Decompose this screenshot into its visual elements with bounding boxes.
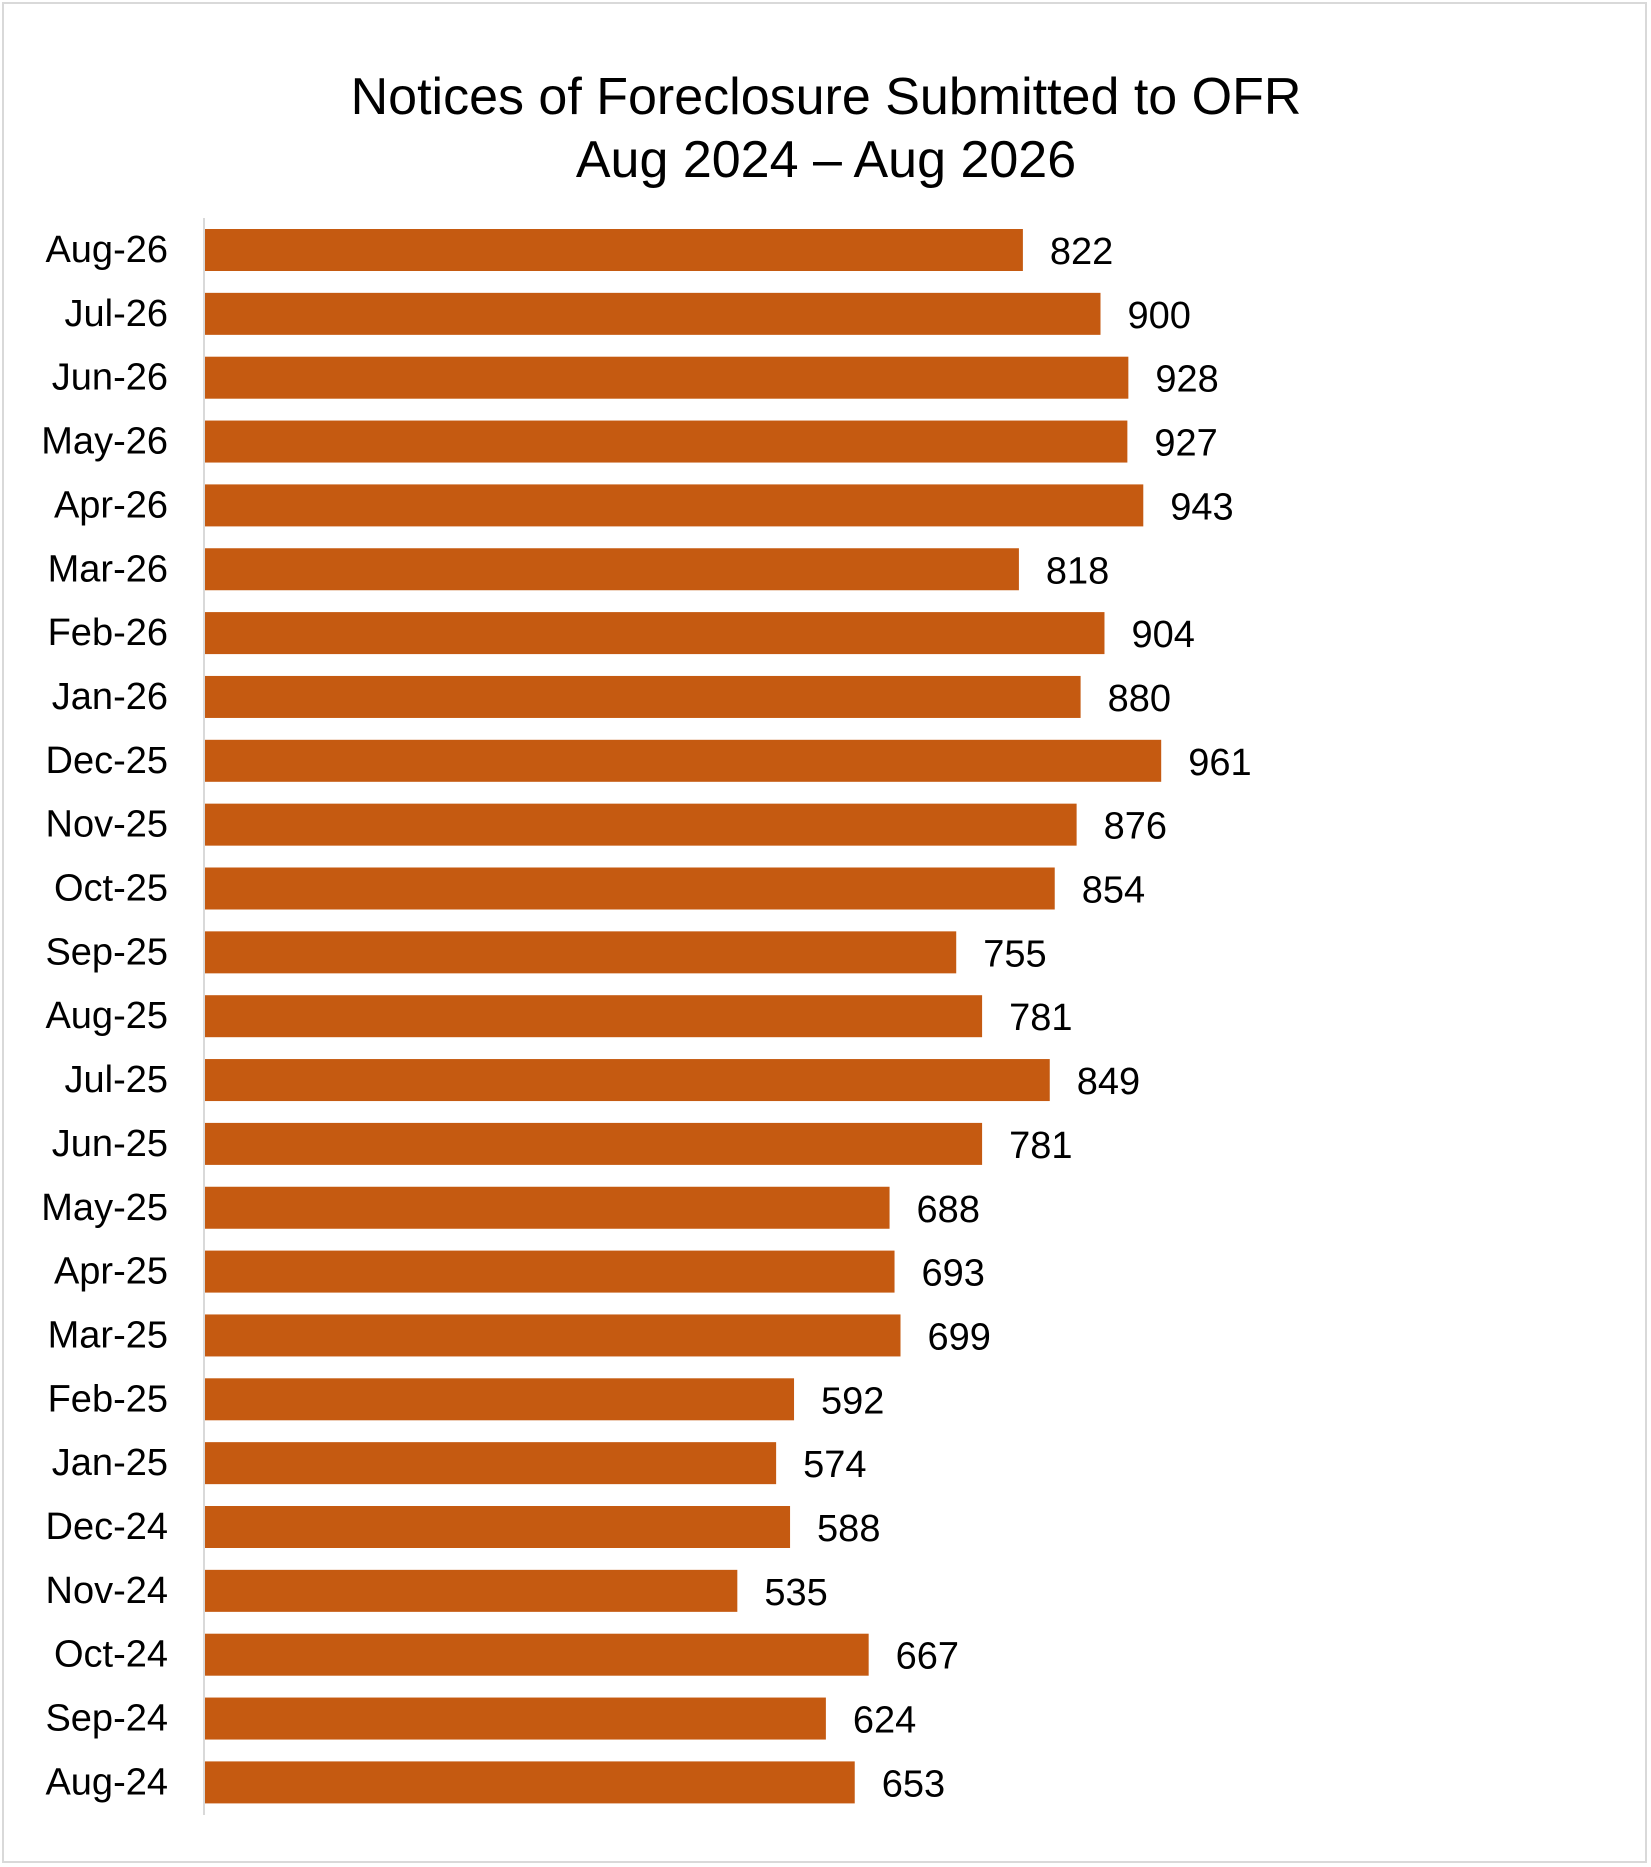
data-label-jul-26: 900: [1128, 295, 1191, 337]
data-label-aug-25: 781: [1009, 997, 1072, 1039]
data-label-feb-25: 592: [821, 1380, 884, 1422]
bars-layer: [205, 229, 1162, 1804]
data-label-nov-24: 535: [764, 1572, 827, 1614]
data-labels: 822 900 928 927 943 818 904 880 961 876 854 755 7818…: [764, 231, 1251, 1805]
data-label-may-26: 927: [1154, 423, 1217, 465]
category-label-mar-25: Mar-25: [48, 1314, 168, 1356]
data-label-sep-25: 755: [983, 933, 1046, 975]
category-label-jan-25: Jan-25: [52, 1442, 168, 1484]
bar-jan-25: [205, 1442, 777, 1485]
data-label-aug-24: 653: [882, 1763, 945, 1805]
data-label-dec-25: 961: [1188, 742, 1251, 784]
category-label-nov-24: Nov-24: [46, 1570, 169, 1612]
category-label-sep-24: Sep-24: [45, 1698, 168, 1740]
data-label-jul-25: 849: [1077, 1061, 1140, 1103]
data-label-may-25: 688: [917, 1189, 980, 1231]
category-label-oct-25: Oct-25: [54, 868, 168, 910]
category-label-jun-25: Jun-25: [52, 1123, 168, 1165]
bar-oct-25: [205, 867, 1055, 910]
bar-nov-25: [205, 803, 1077, 846]
data-label-mar-26: 818: [1046, 550, 1109, 592]
data-label-feb-26: 904: [1131, 614, 1194, 656]
data-label-mar-25: 699: [928, 1316, 991, 1358]
category-label-mar-26: Mar-26: [48, 548, 168, 590]
bar-mar-25: [205, 1314, 901, 1357]
bar-dec-24: [205, 1506, 791, 1548]
category-label-nov-25: Nov-25: [46, 804, 169, 846]
category-label-feb-25: Feb-25: [48, 1378, 168, 1420]
data-label-oct-25: 854: [1082, 870, 1145, 912]
bar-nov-24: [205, 1569, 738, 1612]
bar-jan-26: [205, 675, 1081, 718]
data-label-apr-26: 943: [1170, 486, 1233, 528]
category-label-dec-25: Dec-25: [46, 740, 169, 782]
bar-dec-25: [205, 739, 1162, 782]
data-label-jan-26: 880: [1108, 678, 1171, 720]
bar-apr-26: [205, 484, 1144, 527]
data-label-jun-25: 781: [1009, 1125, 1072, 1167]
bar-aug-26: [205, 229, 1023, 271]
data-label-oct-24: 667: [896, 1636, 959, 1678]
data-label-jan-25: 574: [803, 1444, 866, 1486]
bar-sep-24: [205, 1697, 826, 1740]
bar-sep-25: [205, 931, 957, 974]
category-label-aug-26: Aug-26: [45, 229, 168, 271]
category-label-sep-25: Sep-25: [45, 931, 168, 973]
data-label-apr-25: 693: [922, 1253, 985, 1295]
category-label-dec-24: Dec-24: [46, 1506, 169, 1548]
bar-jun-26: [205, 356, 1129, 399]
bar-feb-26: [205, 612, 1105, 655]
category-label-jun-26: Jun-26: [52, 357, 168, 399]
data-label-nov-25: 876: [1104, 806, 1167, 848]
bar-apr-25: [205, 1250, 895, 1293]
bar-aug-25: [205, 995, 983, 1038]
category-label-jan-26: Jan-26: [52, 676, 168, 718]
bar-jun-25: [205, 1122, 983, 1165]
bar-may-25: [205, 1186, 890, 1229]
category-label-may-26: May-26: [41, 421, 168, 463]
data-label-sep-24: 624: [853, 1700, 916, 1742]
data-label-jun-26: 928: [1155, 359, 1218, 401]
category-tick-labels: Aug-26 Jul-26 Jun-26 May-26 Apr-26 Mar-26 Feb-…: [41, 229, 168, 1803]
bar-oct-24: [205, 1633, 869, 1676]
data-label-aug-26: 822: [1050, 231, 1113, 273]
chart-title: Notices of Foreclosure Submitted to OFR: [351, 68, 1302, 126]
bar-may-26: [205, 420, 1128, 463]
bar-mar-26: [205, 548, 1019, 591]
category-label-aug-25: Aug-25: [45, 995, 168, 1037]
data-label-dec-24: 588: [817, 1508, 880, 1550]
category-label-jul-25: Jul-25: [65, 1059, 169, 1101]
category-label-apr-26: Apr-26: [54, 484, 168, 526]
category-label-apr-25: Apr-25: [54, 1251, 168, 1293]
chart-subtitle: Aug 2024 – Aug 2026: [576, 131, 1076, 189]
category-label-jul-26: Jul-26: [65, 293, 169, 335]
category-label-may-25: May-25: [41, 1187, 168, 1229]
bar-feb-25: [205, 1378, 795, 1421]
bar-jul-26: [205, 292, 1101, 335]
bar-aug-24: [205, 1761, 855, 1804]
bar-jul-25: [205, 1059, 1050, 1102]
category-label-aug-24: Aug-24: [45, 1761, 168, 1803]
category-label-feb-26: Feb-26: [48, 612, 168, 654]
category-label-oct-24: Oct-24: [54, 1634, 168, 1676]
